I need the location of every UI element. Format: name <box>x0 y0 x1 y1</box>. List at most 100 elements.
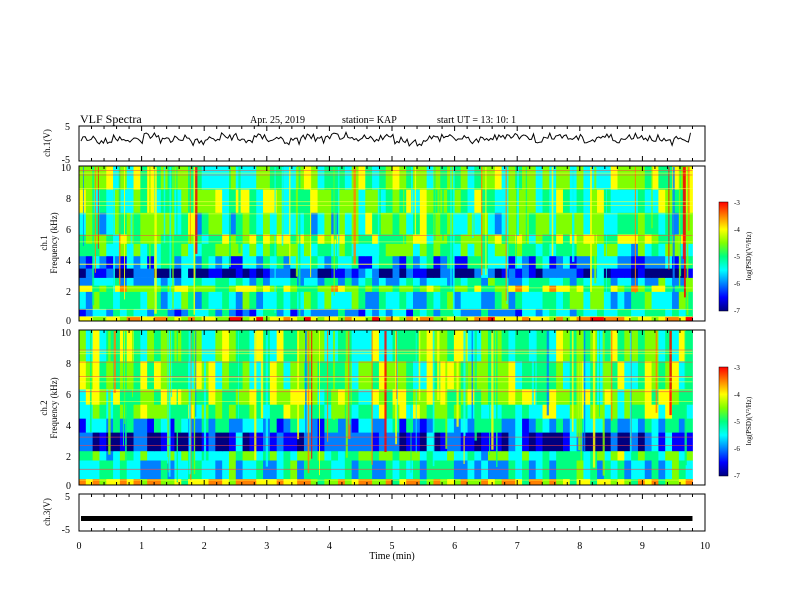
spec-cell <box>556 268 564 278</box>
spec-cell <box>631 316 639 322</box>
spec-cell <box>672 255 680 269</box>
spec-cell <box>208 404 216 419</box>
spec-cell <box>501 450 509 461</box>
spec-cell <box>597 277 605 286</box>
spec-cell <box>310 404 318 419</box>
spec-cell <box>406 291 414 309</box>
spec-cell <box>215 330 223 362</box>
spec-cell <box>494 255 503 269</box>
spec-cell <box>290 291 298 309</box>
spec-cell <box>426 291 434 309</box>
spec-cell <box>153 478 162 486</box>
spec-cell <box>644 291 652 309</box>
spec-cell <box>351 418 359 433</box>
spec-cell <box>637 243 646 257</box>
spec-cell <box>556 308 564 317</box>
spec-cell <box>528 308 537 317</box>
spec-cell <box>433 291 441 309</box>
start-time-label: start UT = 13: 10: 1 <box>437 115 516 126</box>
spec-cell <box>344 450 353 461</box>
spec-cell <box>426 316 434 322</box>
spec-cell <box>610 189 618 213</box>
spec-cell <box>440 478 448 486</box>
spec-cell <box>113 330 121 362</box>
spec-cell <box>637 308 646 317</box>
spec-cell <box>303 277 312 286</box>
spec-cell <box>119 316 128 322</box>
spec-cell <box>603 450 612 461</box>
spec-cell <box>651 255 659 269</box>
spec-cell <box>419 404 428 419</box>
spec-cell <box>201 268 209 278</box>
spec-cell <box>392 291 400 309</box>
spec-cell <box>474 450 482 461</box>
spec-cell <box>597 388 605 405</box>
spec-cell <box>126 234 134 244</box>
spec-cell <box>501 234 509 244</box>
spec-cell <box>181 478 189 486</box>
spec-cell <box>79 432 87 452</box>
spec-cell <box>228 285 237 292</box>
spec-cell <box>188 388 196 405</box>
spec-cell <box>378 277 387 286</box>
spec-cell <box>338 212 346 235</box>
spec-cell <box>194 234 203 244</box>
spec-cell <box>344 212 353 235</box>
spec-cell <box>522 308 530 317</box>
spec-cell <box>440 189 448 213</box>
spec-cell <box>624 330 632 362</box>
ch2-spec-tick-2: 2 <box>66 452 71 463</box>
spec-cell <box>208 361 216 390</box>
spec-cell <box>535 418 543 433</box>
spec-cell <box>344 285 353 292</box>
spec-cell <box>378 450 387 461</box>
spec-cell <box>562 291 571 309</box>
spec-cell <box>651 277 659 286</box>
spec-cell <box>672 418 680 433</box>
spec-cell <box>79 316 87 322</box>
spec-cell <box>644 277 652 286</box>
spec-cell <box>351 291 359 309</box>
spec-cell <box>194 308 203 317</box>
spec-cell <box>358 243 366 257</box>
spec-cell <box>501 418 509 433</box>
spec-cell <box>222 212 230 235</box>
spec-cell <box>106 255 114 269</box>
spec-cell <box>665 277 673 286</box>
spec-cell <box>174 418 182 433</box>
spec-cell <box>576 243 584 257</box>
spec-cell <box>672 212 680 235</box>
spec-cell <box>651 291 659 309</box>
spec-cell <box>549 388 557 405</box>
spec-cell <box>474 361 482 390</box>
spec-cell <box>242 285 250 292</box>
spec-cell <box>515 277 523 286</box>
spec-cell <box>678 450 687 461</box>
spec-cell <box>549 330 557 362</box>
spec-cell <box>290 277 298 286</box>
spec-cell <box>303 243 312 257</box>
spec-cell <box>338 189 346 213</box>
spec-cell <box>215 255 223 269</box>
spec-cell <box>215 243 223 257</box>
spec-cell <box>303 432 312 452</box>
spec-cell <box>378 243 387 257</box>
spec-cell <box>426 285 434 292</box>
spec-cell <box>447 388 455 405</box>
spec-cell <box>426 450 434 461</box>
spec-cell <box>215 450 223 461</box>
spec-cell <box>188 432 196 452</box>
spec-cell <box>556 243 564 257</box>
spec-cell <box>467 212 475 235</box>
spec-cell <box>228 166 237 190</box>
spec-cell <box>113 450 121 461</box>
spec-cell <box>215 268 223 278</box>
spec-cell <box>92 277 100 286</box>
spec-cell <box>99 255 107 269</box>
spec-cell <box>276 268 284 278</box>
spec-cell <box>433 285 441 292</box>
spec-cell <box>569 316 577 322</box>
spec-cell <box>399 478 407 486</box>
spec-cell <box>494 166 503 190</box>
spec-cell <box>487 189 496 213</box>
